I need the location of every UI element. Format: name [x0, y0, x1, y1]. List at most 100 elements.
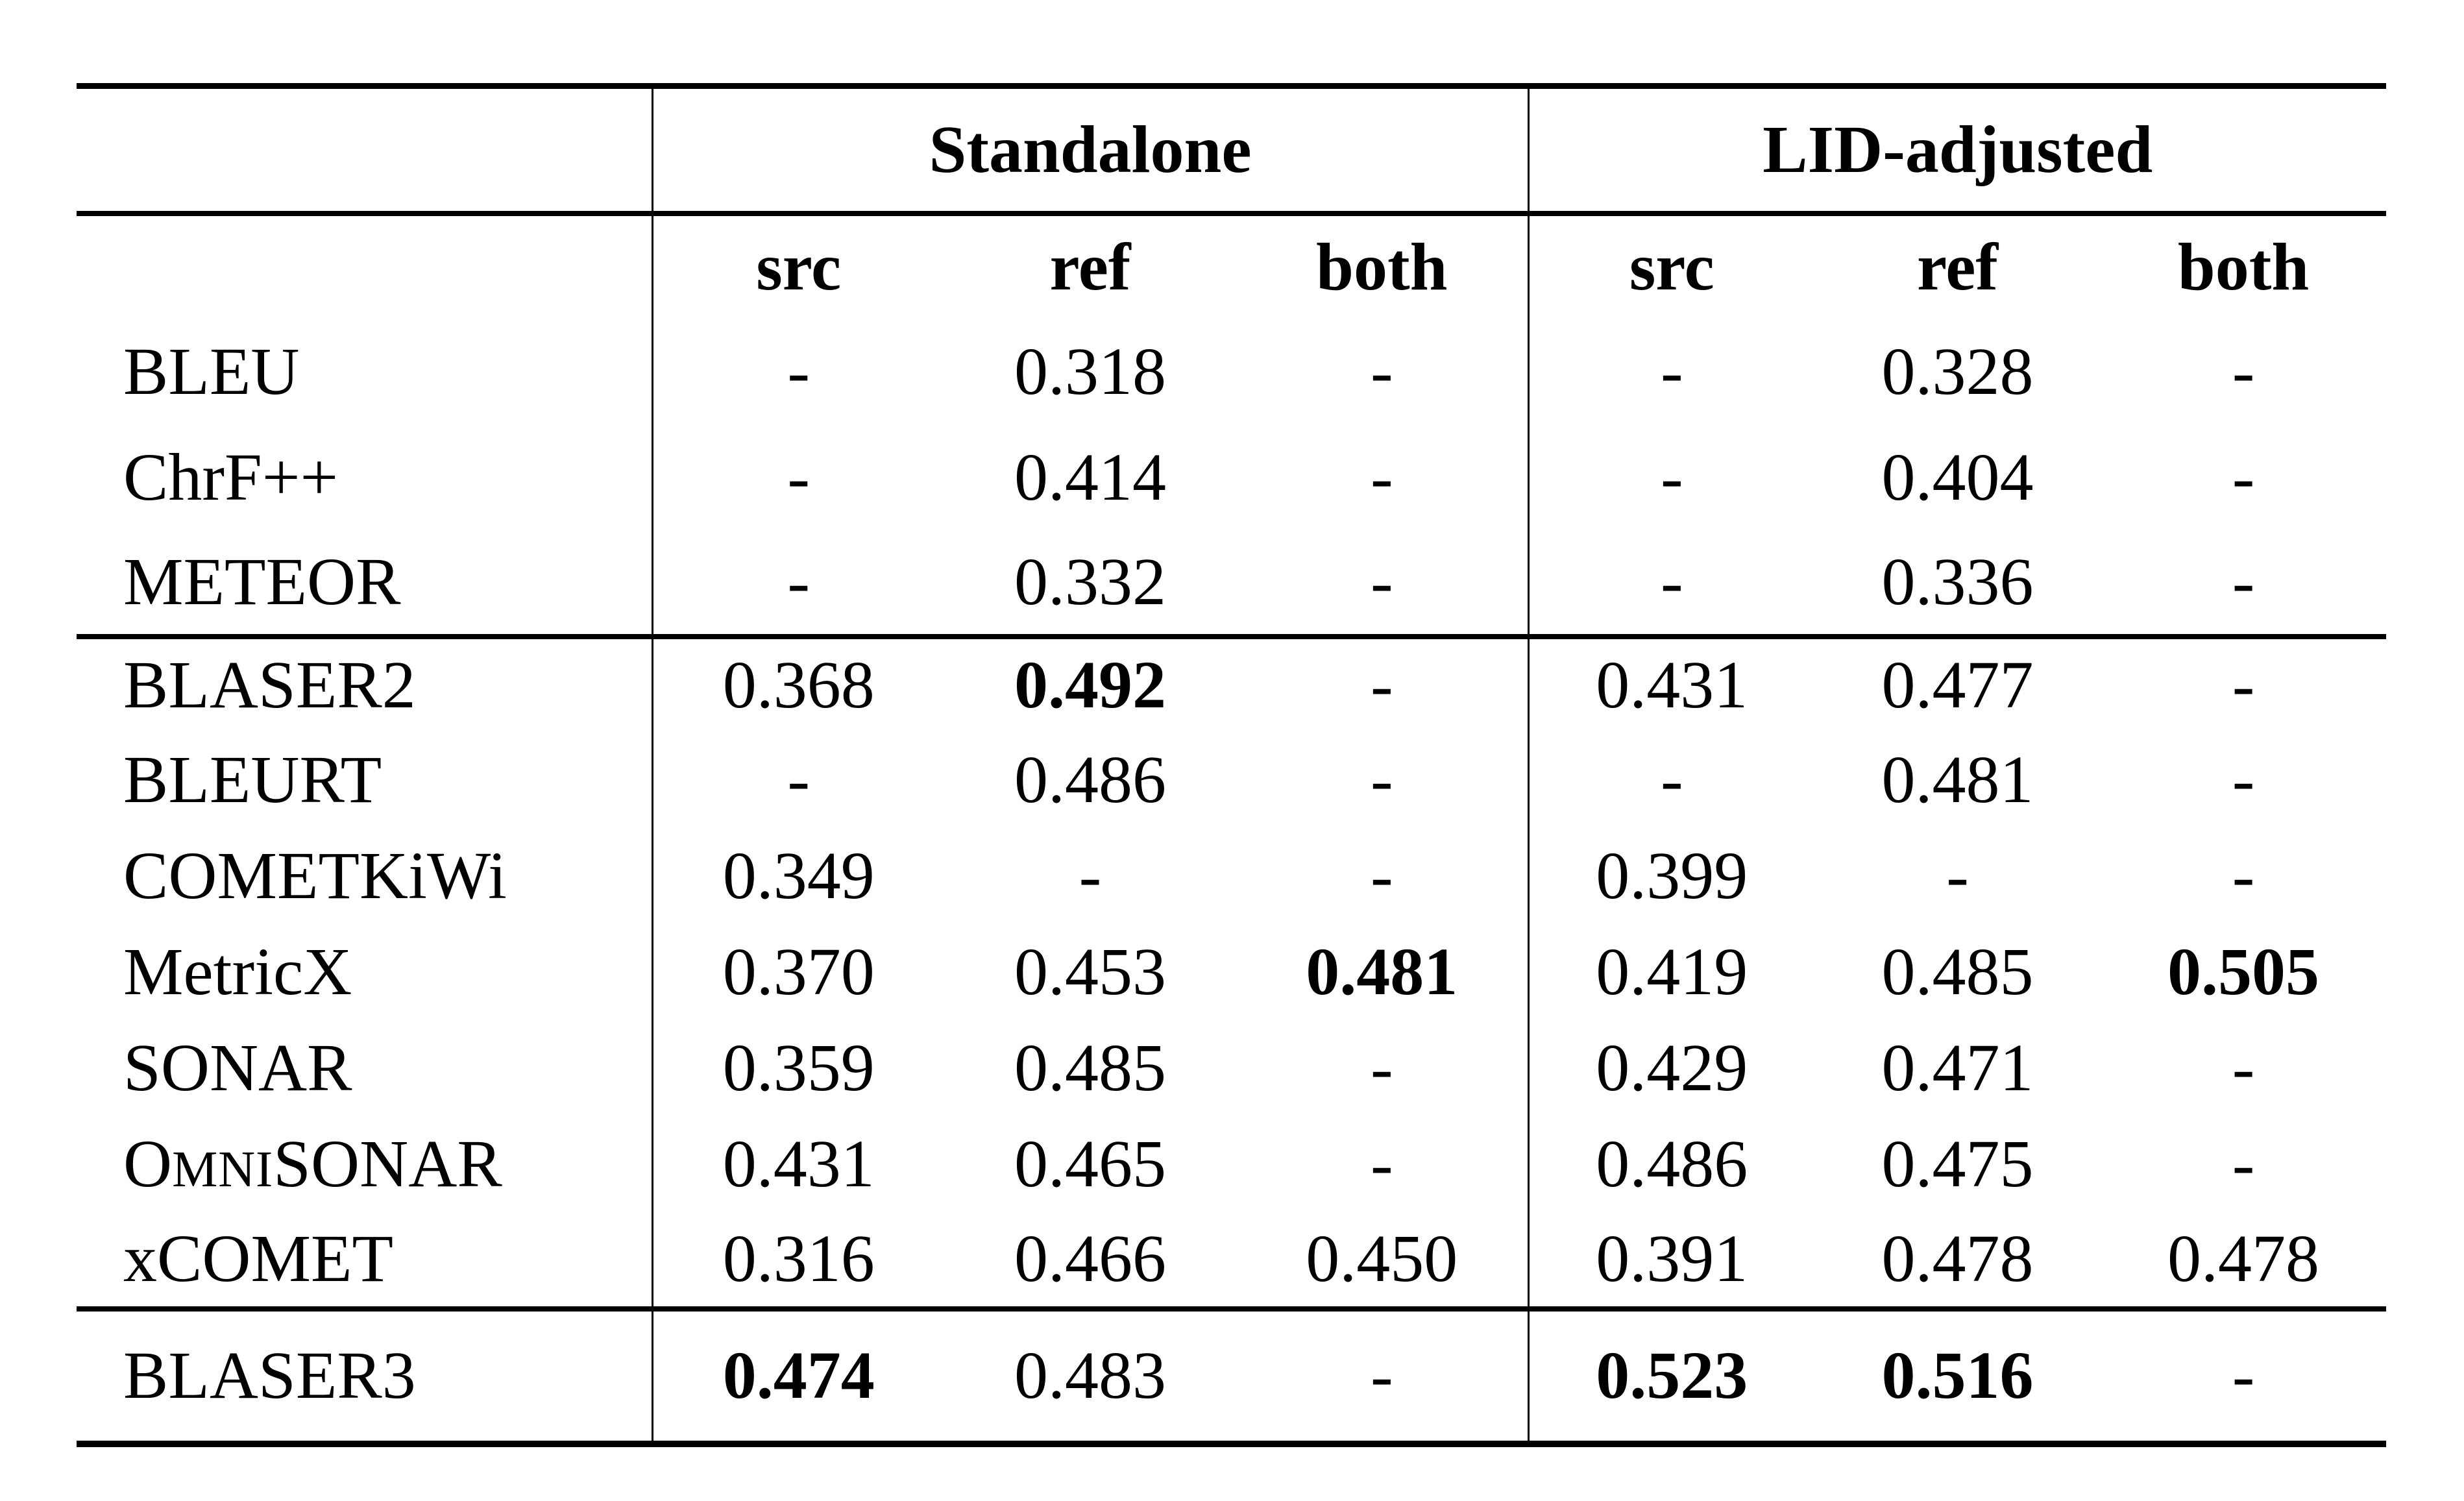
score-cell: -	[2232, 838, 2255, 914]
score-cell: -	[1370, 439, 1393, 515]
score-cell: -	[1370, 1031, 1393, 1106]
metric-name: BLASER2	[77, 633, 652, 733]
empty-corner-cell	[77, 86, 652, 214]
section-learned-metrics: BLASER2 0.368 0.492-0.431 0.477- BLEURT -0.48…	[77, 633, 2387, 1309]
score-cell: -	[2232, 439, 2255, 515]
score-cell: 0.328	[1881, 334, 2034, 409]
table-row: xCOMET 0.316 0.466 0.450 0.391 0.478 0.478	[77, 1212, 2386, 1309]
table-row: ChrF++ -0.414- -0.404-	[77, 424, 2386, 531]
col-header-both-lid: both	[2101, 210, 2387, 319]
table-row: COMETKiWi 0.349 - - 0.399 - -	[77, 828, 2386, 925]
col-header-src-standalone: src	[651, 210, 944, 319]
score-cell: -	[1527, 424, 1815, 531]
metric-name: BLEU	[123, 334, 300, 409]
score-cell: 0.505	[2167, 934, 2320, 1010]
score-cell: 0.471	[1881, 1031, 2034, 1106]
metric-name: MetricX	[123, 934, 352, 1010]
score-cell: -	[1370, 544, 1393, 619]
score-cell: 0.453	[1014, 934, 1166, 1010]
score-cell: -	[2101, 633, 2387, 733]
results-table: Standalone LID-adjusted src ref both src…	[77, 83, 2387, 1447]
score-cell: -	[2101, 1306, 2387, 1444]
score-cell: -	[2232, 1031, 2255, 1106]
score-cell: 0.475	[1881, 1127, 2034, 1202]
score-cell: -	[1946, 838, 1969, 914]
table-row: SONAR 0.359 0.485 - 0.429 0.471 -	[77, 1020, 2386, 1117]
score-cell: 0.465	[1014, 1127, 1166, 1202]
score-cell: 0.477	[1814, 633, 2101, 733]
score-cell: -	[2232, 544, 2255, 619]
score-cell: 0.404	[1881, 439, 2034, 515]
score-cell: -	[651, 319, 944, 425]
score-cell: 0.318	[1014, 334, 1166, 409]
score-cell: -	[1236, 1306, 1529, 1444]
score-cell: 0.450	[1306, 1221, 1458, 1297]
score-cell: 0.492	[944, 633, 1236, 733]
score-cell: 0.370	[651, 924, 944, 1021]
table-row: BLEU -0.318- -0.328-	[77, 319, 2386, 425]
column-header-row: src ref both src ref both	[77, 210, 2387, 319]
score-cell: 0.485	[1014, 1031, 1166, 1106]
score-cell: -	[651, 530, 944, 637]
score-cell: -	[1370, 1127, 1393, 1202]
score-cell: 0.478	[2167, 1221, 2320, 1297]
col-header-src-lid: src	[1527, 210, 1815, 319]
table-header: Standalone LID-adjusted	[77, 86, 2387, 214]
score-cell: -	[1079, 838, 1102, 914]
metric-name: BLASER3	[77, 1306, 652, 1444]
score-cell: 0.466	[1014, 1221, 1166, 1297]
metric-name-part: SONAR	[273, 1127, 502, 1202]
score-cell: 0.336	[1881, 544, 2034, 619]
metric-name-smallcaps: MNI	[172, 1141, 274, 1199]
score-cell: -	[2232, 1127, 2255, 1202]
table-row: MetricX 0.370 0.453 0.481 0.419 0.485 0.505	[77, 924, 2386, 1021]
score-cell: -	[1370, 742, 1393, 818]
score-cell: -	[651, 732, 944, 829]
score-cell: 0.429	[1527, 1020, 1815, 1117]
metric-name: BLEURT	[123, 742, 382, 818]
col-header-ref-lid: ref	[1814, 210, 2101, 319]
score-cell: 0.485	[1881, 934, 2034, 1010]
col-header-both-standalone: both	[1236, 210, 1529, 319]
table-row: BLASER3 0.474 0.483-0.523 0.516-	[77, 1306, 2387, 1444]
score-cell: -	[2232, 334, 2255, 409]
score-cell: 0.368	[651, 633, 944, 733]
col-header-ref-standalone: ref	[944, 210, 1236, 319]
score-cell: 0.474	[651, 1306, 944, 1444]
empty-corner-cell	[77, 210, 652, 319]
score-cell: 0.399	[1527, 828, 1815, 925]
metric-name: OMNISONAR	[77, 1117, 652, 1213]
score-cell: 0.523	[1527, 1306, 1815, 1444]
score-cell: 0.316	[651, 1212, 944, 1309]
score-cell: 0.391	[1527, 1212, 1815, 1309]
score-cell: 0.349	[651, 828, 944, 925]
metric-name: METEOR	[123, 544, 401, 619]
table-row: BLASER2 0.368 0.492-0.431 0.477-	[77, 633, 2387, 733]
score-cell: -	[1370, 838, 1393, 914]
score-cell: 0.483	[944, 1306, 1236, 1444]
section-surface-metrics: src ref both src ref both BLEU -0.318- -0.…	[77, 210, 2387, 637]
score-cell: 0.431	[651, 1116, 944, 1213]
score-cell: 0.359	[651, 1020, 944, 1117]
table-row: METEOR -0.332- -0.336-	[77, 530, 2386, 637]
score-cell: -	[1370, 334, 1393, 409]
score-cell: -	[1527, 732, 1815, 829]
score-cell: 0.478	[1881, 1221, 2034, 1297]
table-row: OMNISONAR 0.431 0.465 - 0.486 0.475 -	[77, 1116, 2386, 1213]
score-cell: -	[1236, 633, 1529, 733]
score-cell: -	[1527, 530, 1815, 637]
score-cell: -	[651, 424, 944, 531]
score-cell: 0.414	[1014, 439, 1166, 515]
metric-name: SONAR	[123, 1031, 352, 1106]
score-cell: 0.486	[1014, 742, 1166, 818]
score-cell: 0.419	[1527, 924, 1815, 1021]
group-header-standalone: Standalone	[651, 86, 1529, 214]
score-cell: 0.481	[1306, 934, 1458, 1010]
score-cell: 0.486	[1527, 1116, 1815, 1213]
table-row: BLEURT -0.486- -0.481-	[77, 732, 2386, 829]
metric-name: xCOMET	[123, 1221, 393, 1297]
score-cell: 0.481	[1881, 742, 2034, 818]
metric-name: COMETKiWi	[123, 838, 507, 914]
section-blaser3: BLASER3 0.474 0.483-0.523 0.516-	[77, 1306, 2387, 1444]
